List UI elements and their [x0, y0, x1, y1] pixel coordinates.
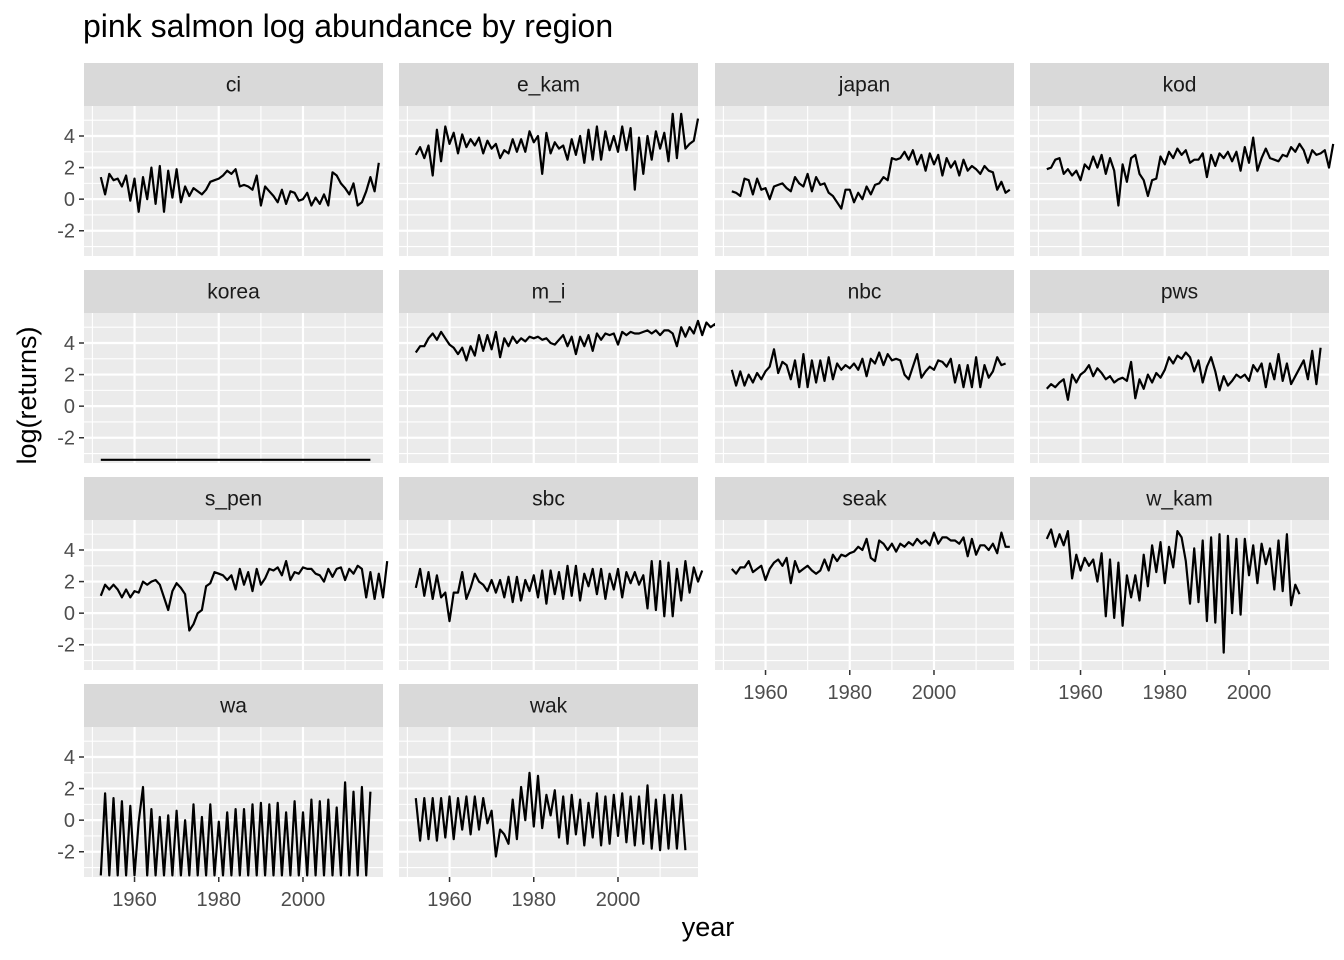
y-tick-label: 4	[64, 333, 75, 355]
x-tick-label: 2000	[281, 889, 326, 911]
series-line-pws	[1045, 347, 1322, 401]
facet-strip-label-s-pen: s_pen	[205, 488, 262, 511]
series-line-s-pen	[99, 559, 389, 632]
series-line-ci	[99, 162, 380, 213]
series-line-sbc	[414, 559, 704, 623]
y-tick-label: 0	[64, 810, 75, 832]
facet-strip-label-pws: pws	[1161, 281, 1198, 304]
series-line-wak	[414, 771, 687, 858]
facet-strip-wak	[399, 684, 698, 727]
facet-strip-label-wak: wak	[529, 695, 568, 718]
facet-strip-wa	[84, 684, 383, 727]
facet-strip-korea	[84, 270, 383, 313]
facet-strip-label-japan: japan	[838, 74, 890, 97]
y-tick-label: -2	[57, 221, 75, 243]
facet-strip-m-i	[399, 270, 698, 313]
series-line-m-i	[414, 319, 725, 362]
facet-strip-label-kod: kod	[1163, 74, 1197, 97]
x-tick-label: 1980	[512, 889, 557, 911]
facet-strip-kod	[1030, 63, 1329, 106]
y-tick-label: 2	[64, 158, 75, 180]
y-tick-label: 4	[64, 126, 75, 148]
y-tick-label: 0	[64, 396, 75, 418]
x-tick-label: 1960	[743, 682, 788, 704]
facet-strip-label-seak: seak	[842, 488, 887, 511]
y-tick-label: 2	[64, 365, 75, 387]
facet-strip-sbc	[399, 477, 698, 520]
chart-title: pink salmon log abundance by region	[83, 8, 614, 44]
facet-panel-pws	[1030, 313, 1329, 463]
facet-strip-w-kam	[1030, 477, 1329, 520]
facet-strip-label-ci: ci	[226, 74, 241, 97]
x-tick-label: 1980	[1143, 682, 1188, 704]
x-tick-label: 1960	[427, 889, 472, 911]
facet-strip-japan	[715, 63, 1014, 106]
facet-panel-korea	[84, 313, 383, 463]
x-tick-label: 1980	[828, 682, 873, 704]
x-axis-label: year	[681, 912, 735, 942]
y-axis-label: log(returns)	[12, 326, 42, 465]
y-tick-label: 2	[64, 572, 75, 594]
series-line-wa	[99, 781, 372, 877]
facet-strip-label-nbc: nbc	[848, 281, 882, 304]
facet-panel-kod	[1030, 106, 1329, 256]
y-tick-label: -2	[57, 428, 75, 450]
facet-strip-label-m-i: m_i	[532, 281, 566, 304]
x-tick-label: 2000	[1227, 682, 1272, 704]
facet-strip-seak	[715, 477, 1014, 520]
y-tick-label: -2	[57, 842, 75, 864]
y-tick-label: 0	[64, 603, 75, 625]
x-tick-label: 2000	[596, 889, 641, 911]
series-line-w-kam	[1045, 528, 1301, 654]
series-line-nbc	[730, 348, 1006, 389]
facet-strip-pws	[1030, 270, 1329, 313]
series-line-japan	[731, 149, 1011, 210]
y-tick-label: 2	[64, 779, 75, 801]
facet-strip-label-w-kam: w_kam	[1145, 488, 1213, 511]
x-tick-label: 2000	[912, 682, 957, 704]
y-tick-label: 4	[64, 540, 75, 562]
y-tick-label: 4	[64, 747, 75, 769]
facet-strip-label-wa: wa	[219, 695, 247, 718]
series-line-seak	[730, 531, 1010, 585]
facet-panel-nbc	[715, 313, 1014, 463]
facet-strip-nbc	[715, 270, 1014, 313]
facet-strip-label-sbc: sbc	[532, 488, 565, 511]
series-line-e-kam	[414, 112, 700, 191]
series-line-kod	[1046, 136, 1335, 207]
facet-strip-label-e-kam: e_kam	[517, 74, 580, 97]
facet-panel-e-kam	[399, 106, 698, 256]
y-tick-label: -2	[57, 635, 75, 657]
facet-panel-w-kam	[1030, 520, 1329, 670]
facet-strip-label-korea: korea	[207, 281, 260, 304]
facet-strip-e-kam	[399, 63, 698, 106]
x-tick-label: 1960	[1058, 682, 1103, 704]
x-tick-label: 1980	[197, 889, 242, 911]
facet-panel-ci	[84, 106, 383, 256]
y-tick-label: 0	[64, 189, 75, 211]
facet-strip-ci	[84, 63, 383, 106]
facet-panel-japan	[715, 106, 1014, 256]
x-tick-label: 1960	[112, 889, 157, 911]
facet-strip-s-pen	[84, 477, 383, 520]
